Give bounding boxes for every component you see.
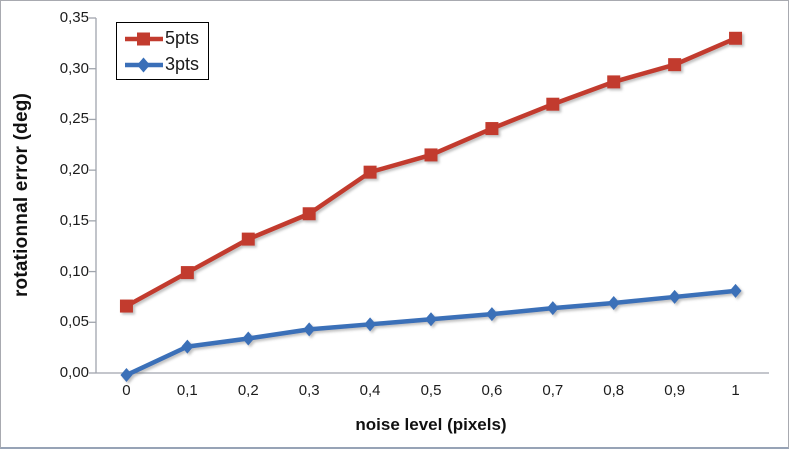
x-tick-label: 1 xyxy=(731,382,740,399)
x-tick-label: 0 xyxy=(122,382,131,399)
x-tick-label: 0,3 xyxy=(298,382,320,399)
y-tick-label: 0,00 xyxy=(59,364,89,381)
legend-item-5pts: 5pts xyxy=(123,28,204,49)
x-tick-label: 0,8 xyxy=(603,382,625,399)
legend: 5pts 3pts xyxy=(116,22,209,80)
x-tick-label: 0,6 xyxy=(481,382,503,399)
legend-label-5pts: 5pts xyxy=(165,28,200,48)
x-tick-label: 0,5 xyxy=(420,382,442,399)
x-tick-label: 0,9 xyxy=(664,382,686,399)
y-tick-label: 0,30 xyxy=(59,59,89,77)
legend-label-3pts: 3pts xyxy=(165,54,200,74)
y-tick-label: 0,20 xyxy=(59,161,89,179)
legend-item-3pts: 3pts xyxy=(123,54,204,75)
series-5pts xyxy=(119,31,743,313)
y-tick-label: 0,15 xyxy=(59,211,89,229)
legend-key-3pts-icon xyxy=(125,57,163,72)
y-tick-label: 0,35 xyxy=(59,9,89,26)
x-tick-label: 0,4 xyxy=(359,382,381,399)
x-tick-label: 0,1 xyxy=(176,382,198,399)
x-tick-label: 0,2 xyxy=(237,382,259,399)
y-tick-label: 0,25 xyxy=(59,110,89,128)
axes xyxy=(89,17,769,374)
series-3pts xyxy=(120,283,742,383)
y-tick-label: 0,10 xyxy=(59,262,89,280)
legend-key-5pts-icon xyxy=(125,32,163,45)
x-tick-label: 0,7 xyxy=(542,382,564,399)
x-axis-title: noise level (pixels) xyxy=(355,415,507,434)
y-tick-label: 0,05 xyxy=(59,313,89,331)
